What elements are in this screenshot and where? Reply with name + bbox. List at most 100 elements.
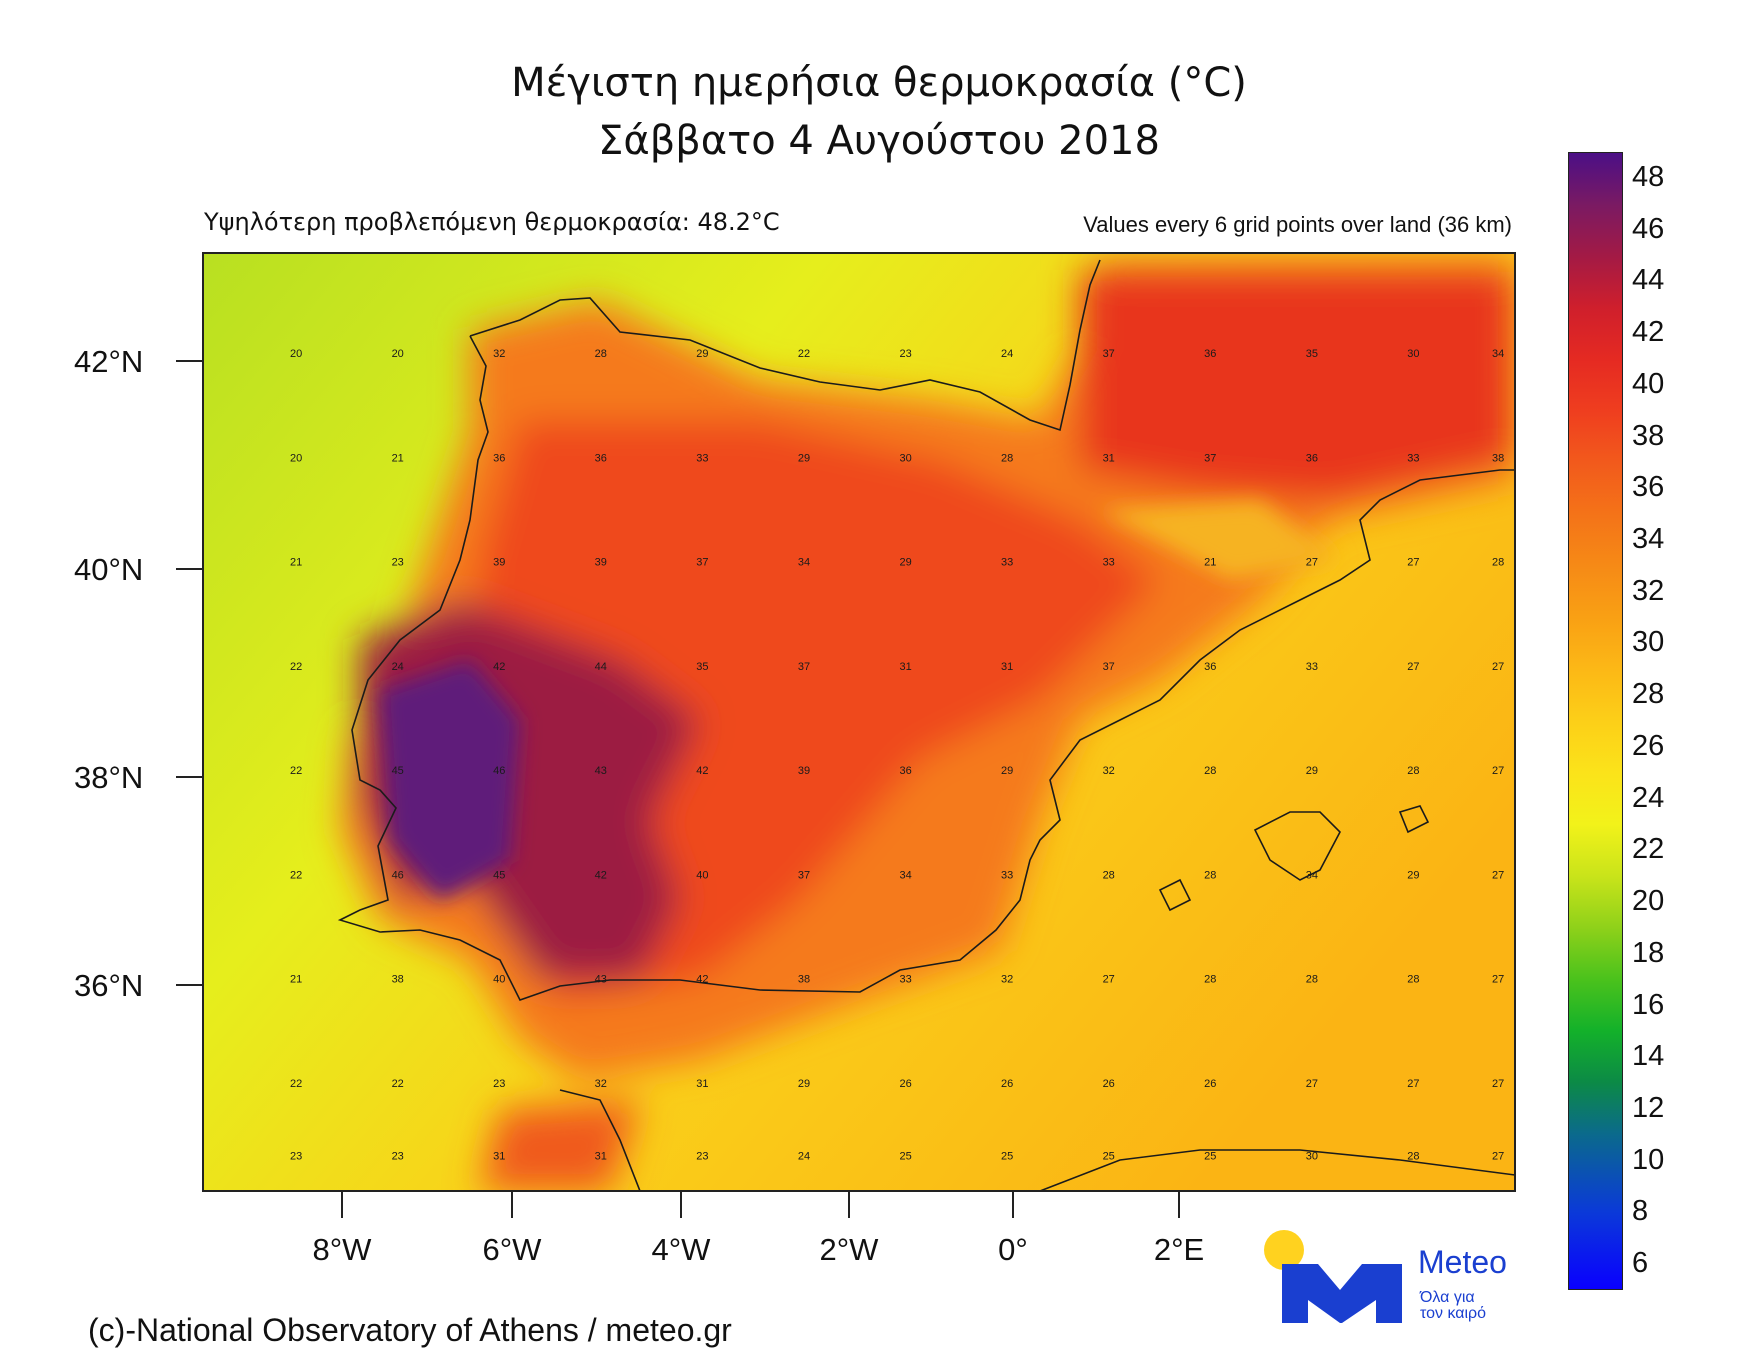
lon-label-4w: 4°W: [651, 1232, 711, 1267]
colorbar-label: 20: [1632, 885, 1665, 918]
grid-value: 28: [1407, 1151, 1419, 1163]
map-date: Σάββατο 4 Αυγούστου 2018: [598, 118, 1160, 164]
grid-value: 22: [290, 1078, 302, 1090]
grid-value: 32: [1001, 974, 1013, 986]
grid-value: 42: [595, 869, 607, 881]
copyright-credit: (c)-National Observatory of Athens / met…: [88, 1312, 732, 1348]
lon-label-8w: 8°W: [312, 1232, 372, 1267]
plot-frame: [202, 252, 1516, 1192]
lat-label-36: 36°N: [74, 968, 144, 1003]
grid-value: 36: [1204, 661, 1216, 673]
coastline: [337, 259, 1515, 1191]
logo-wordmark: Meteo: [1418, 1244, 1507, 1280]
grid-value: 29: [899, 557, 911, 569]
grid-spacing-note: Values every 6 grid points over land (36…: [1083, 212, 1512, 237]
grid-value: 42: [493, 661, 505, 673]
grid-value: 31: [1001, 661, 1013, 673]
grid-value: 27: [1407, 557, 1419, 569]
colorbar-label: 28: [1632, 678, 1665, 711]
grid-value: 28: [1407, 974, 1419, 986]
grid-value: 27: [1407, 661, 1419, 673]
grid-value: 29: [1407, 869, 1419, 881]
grid-value: 29: [798, 1078, 810, 1090]
grid-value: 28: [1204, 869, 1216, 881]
grid-value: 24: [798, 1151, 810, 1163]
morocco-heat-field: [480, 1100, 640, 1191]
grid-value: 27: [1492, 1078, 1504, 1090]
grid-value: 42: [696, 974, 708, 986]
grid-value: 36: [595, 452, 607, 464]
logo-slogan-line1: Όλα για: [1420, 1289, 1475, 1306]
grid-value: 22: [290, 869, 302, 881]
grid-value: 24: [1001, 348, 1013, 360]
grid-value: 33: [1103, 557, 1115, 569]
grid-value: 27: [1492, 1151, 1504, 1163]
grid-value: 26: [899, 1078, 911, 1090]
grid-value: 28: [1204, 765, 1216, 777]
grid-value: 26: [1103, 1078, 1115, 1090]
meteo-logo: [1264, 1230, 1402, 1323]
grid-value: 32: [493, 348, 505, 360]
grid-value: 33: [696, 452, 708, 464]
colorbar-label: 16: [1632, 988, 1665, 1021]
grid-value: 25: [1204, 1151, 1216, 1163]
grid-value: 33: [1001, 557, 1013, 569]
colorbar-label: 32: [1632, 574, 1665, 607]
grid-value: 36: [899, 765, 911, 777]
grid-value: 38: [392, 974, 404, 986]
grid-value: 21: [290, 557, 302, 569]
grid-value: 43: [595, 974, 607, 986]
grid-value: 34: [899, 869, 911, 881]
grid-value: 31: [1103, 452, 1115, 464]
lon-label-2e: 2°E: [1153, 1232, 1205, 1267]
grid-value: 29: [798, 452, 810, 464]
grid-value: 27: [1103, 974, 1115, 986]
grid-value: 31: [493, 1151, 505, 1163]
grid-value: 32: [595, 1078, 607, 1090]
grid-value: 27: [1492, 974, 1504, 986]
grid-value: 33: [1001, 869, 1013, 881]
grid-value: 37: [1204, 452, 1216, 464]
grid-value: 37: [1103, 348, 1115, 360]
grid-value: 26: [1204, 1078, 1216, 1090]
northeast-heat-field: [1080, 270, 1515, 500]
grid-value: 31: [899, 661, 911, 673]
grid-value: 33: [1306, 661, 1318, 673]
grid-value: 29: [696, 348, 708, 360]
grid-value: 23: [696, 1151, 708, 1163]
grid-value: 28: [595, 348, 607, 360]
grid-value: 37: [798, 661, 810, 673]
grid-value-labels: 20 20 32 28 29 22 23 24 37 36 35 30 34 20 21 36 36 33 29 30…: [290, 348, 1504, 1162]
grid-value: 40: [696, 869, 708, 881]
grid-value: 24: [392, 661, 404, 673]
ebro-valley-cooler: [1100, 500, 1340, 580]
colorbar-label: 8: [1632, 1195, 1649, 1228]
logo-slogan: Όλα για τον καιρό: [1420, 1290, 1520, 1322]
grid-value: 35: [696, 661, 708, 673]
grid-value: 44: [595, 661, 607, 673]
colorbar-label: 24: [1632, 781, 1665, 814]
grid-value: 36: [493, 452, 505, 464]
colorbar-label: 12: [1632, 1091, 1665, 1124]
grid-value: 43: [595, 765, 607, 777]
grid-value: 45: [392, 765, 404, 777]
colorbar-label: 14: [1632, 1040, 1665, 1073]
colorbar-label: 34: [1632, 522, 1665, 555]
grid-value: 21: [392, 452, 404, 464]
grid-value: 39: [493, 557, 505, 569]
grid-value: 45: [493, 869, 505, 881]
grid-value: 30: [1306, 1151, 1318, 1163]
grid-value: 28: [1103, 869, 1115, 881]
grid-value: 37: [798, 869, 810, 881]
lon-label-6w: 6°W: [482, 1232, 542, 1267]
grid-value: 27: [1306, 557, 1318, 569]
colorbar: [1568, 152, 1623, 1290]
grid-value: 21: [290, 974, 302, 986]
colorbar-label: 18: [1632, 936, 1665, 969]
grid-value: 20: [290, 452, 302, 464]
colorbar-label: 38: [1632, 419, 1665, 452]
grid-value: 30: [899, 452, 911, 464]
grid-value: 28: [1492, 557, 1504, 569]
grid-value: 32: [1103, 765, 1115, 777]
grid-value: 23: [899, 348, 911, 360]
